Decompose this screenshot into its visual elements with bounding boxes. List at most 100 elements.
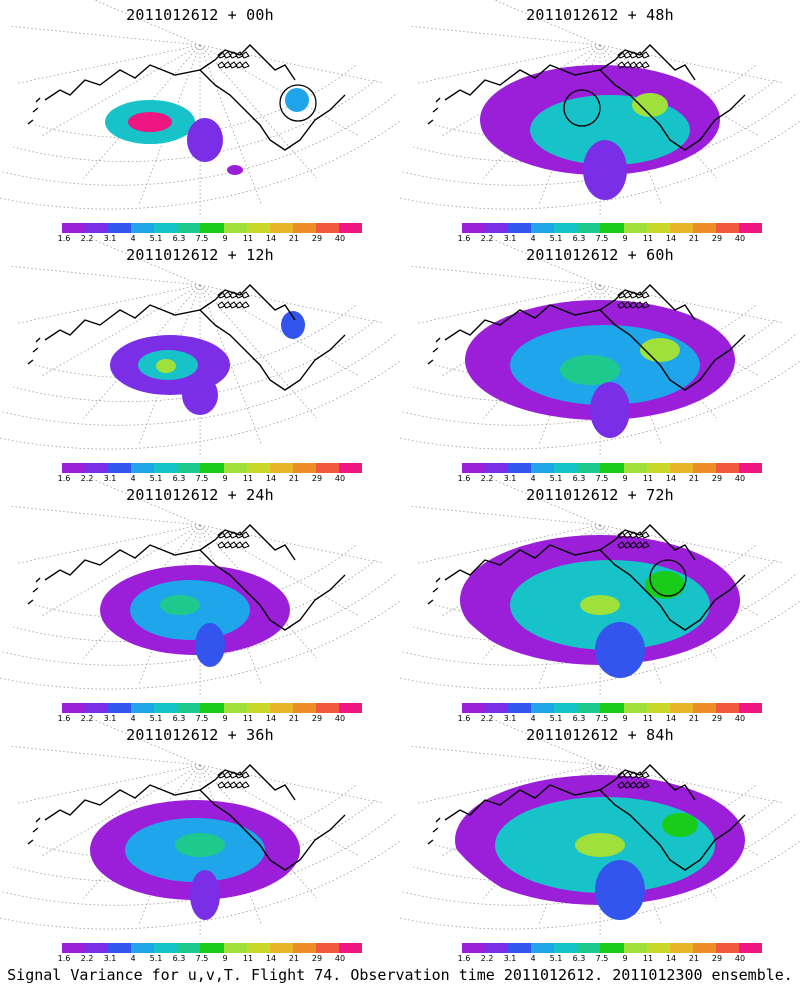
colorbar-swatch (246, 463, 270, 473)
colorbar-swatch (62, 943, 86, 953)
colorbar-tick-label: 4 (530, 714, 536, 723)
colorbar-swatch (692, 463, 716, 473)
coastline (427, 284, 746, 391)
colorbar-swatch (508, 463, 532, 473)
panel-title: 2011012612 + 48h (526, 6, 674, 24)
colorbar-swatch (646, 223, 670, 233)
colorbar-tick-label: 2.2 (480, 474, 494, 483)
colorbar-swatch (246, 943, 270, 953)
polar-map (400, 720, 800, 936)
colorbar-swatch (554, 223, 578, 233)
colorbar-tick-label: 6.3 (172, 954, 186, 963)
variance-contour (187, 118, 223, 162)
colorbar-swatch (338, 943, 363, 953)
archipelago (617, 531, 650, 549)
colorbar-swatch (462, 463, 486, 473)
colorbar-swatch (177, 463, 201, 473)
coastline (427, 44, 746, 151)
observation-circle (649, 559, 687, 597)
variance-field (480, 65, 720, 200)
graticule (0, 0, 400, 216)
colorbar-tick-label: 21 (288, 714, 300, 723)
colorbar-swatch (646, 703, 670, 713)
colorbar-tick-label: 11 (642, 234, 654, 243)
colorbar-tick-label: 21 (288, 474, 300, 483)
colorbar-tick-label: 11 (642, 474, 654, 483)
colorbar-tick-label: 14 (665, 474, 677, 483)
colorbar-tick-label: 4 (530, 954, 536, 963)
colorbar-swatch (200, 703, 224, 713)
colorbar-tick-label: 7.5 (595, 234, 609, 243)
colorbar-swatch (315, 943, 339, 953)
map-panel-p60: 2011012612 + 60h 1.6 2.2 3.1 4 5.1 6.3 7.5 9 11 14… (400, 240, 800, 483)
colorbar-tick-label: 2.2 (480, 954, 494, 963)
colorbar-swatch (715, 223, 739, 233)
colorbar-swatch (269, 943, 293, 953)
colorbar-tick-label: 21 (688, 234, 700, 243)
colorbar-swatch (531, 943, 555, 953)
colorbar-swatch (338, 223, 363, 233)
polar-map (400, 0, 800, 216)
colorbar-tick-label: 14 (665, 954, 677, 963)
colorbar-tick-label: 5.1 (149, 714, 163, 723)
variance-contour (595, 622, 645, 678)
coastline (427, 524, 746, 631)
colorbar-swatch (508, 943, 532, 953)
colorbar-swatch (269, 223, 293, 233)
colorbar-swatch (292, 943, 316, 953)
colorbar-tick-label: 9 (222, 234, 228, 243)
colorbar-swatch (692, 703, 716, 713)
colorbar-tick-label: 3.1 (103, 234, 117, 243)
colorbar-tick-label: 3.1 (103, 474, 117, 483)
colorbar-swatch (623, 223, 647, 233)
colorbar-tick-label: 5.1 (149, 474, 163, 483)
colorbar-swatch (85, 943, 109, 953)
colorbar-swatch (485, 943, 509, 953)
variance-contour (645, 571, 685, 599)
polar-map (0, 0, 400, 216)
colorbar-swatch (531, 463, 555, 473)
map-panel-p12: 2011012612 + 12h 1.6 2.2 3.1 4 5.1 6.3 7.5 9 11 14… (0, 240, 400, 483)
colorbar-tick-label: 2.2 (80, 474, 94, 483)
colorbar-tick-label: 7.5 (595, 474, 609, 483)
colorbar-tick-label: 7.5 (195, 714, 209, 723)
colorbar-tick-label: 4 (130, 474, 136, 483)
colorbar-tick-label: 14 (665, 714, 677, 723)
observation-circle (279, 84, 317, 122)
colorbar-tick-label: 4 (130, 234, 136, 243)
colorbar-swatch (669, 463, 693, 473)
colorbar-swatch (646, 463, 670, 473)
colorbar (62, 223, 363, 233)
colorbar-swatch (200, 463, 224, 473)
colorbar-swatch (246, 703, 270, 713)
variance-contour (560, 355, 620, 385)
colorbar-tick-label: 6.3 (572, 714, 586, 723)
colorbar-swatch (485, 223, 509, 233)
map-panel-p48: 2011012612 + 48h 1.6 2.2 3.1 4 5.1 6.3 7.5 9 11 14… (400, 0, 800, 243)
colorbar-swatch (315, 703, 339, 713)
colorbar-swatch (577, 223, 601, 233)
colorbar-tick-label: 5.1 (549, 954, 563, 963)
colorbar-swatch (223, 223, 247, 233)
colorbar-swatch (108, 463, 132, 473)
colorbar-tick-label: 40 (334, 714, 346, 723)
coastline (27, 44, 346, 151)
colorbar-tick-label: 40 (334, 954, 346, 963)
colorbar-swatch (62, 703, 86, 713)
variance-contour (590, 382, 630, 438)
colorbar-tick-label: 11 (242, 474, 254, 483)
colorbar-swatch (154, 223, 178, 233)
colorbar-swatch (338, 463, 363, 473)
variance-field (100, 565, 290, 667)
colorbar-swatch (292, 703, 316, 713)
panel-title: 2011012612 + 24h (126, 486, 274, 504)
colorbar-swatch (715, 703, 739, 713)
colorbar-swatch (485, 463, 509, 473)
colorbar-swatch (131, 943, 155, 953)
colorbar-swatch (738, 223, 763, 233)
colorbar-swatch (692, 223, 716, 233)
variance-contour (662, 813, 698, 837)
colorbar-tick-label: 40 (334, 474, 346, 483)
colorbar-tick-label: 29 (311, 234, 323, 243)
archipelago (217, 531, 250, 549)
